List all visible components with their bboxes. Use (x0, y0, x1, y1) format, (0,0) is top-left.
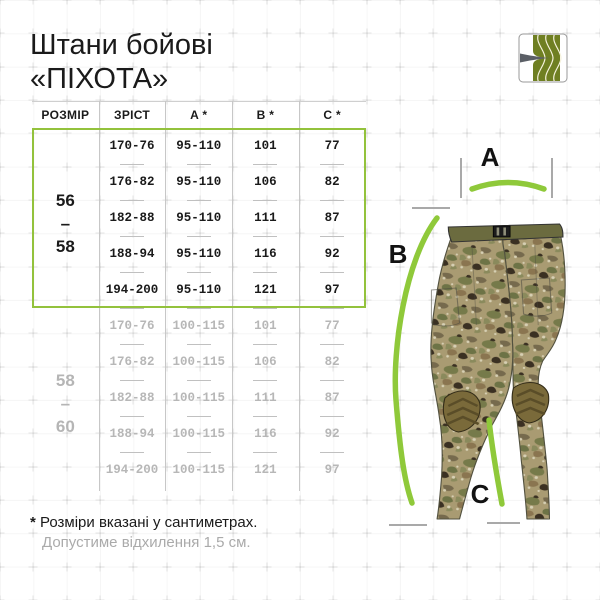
svg-text:B: B (389, 239, 408, 269)
svg-text:A: A (481, 142, 500, 172)
svg-text:C: C (471, 479, 490, 509)
